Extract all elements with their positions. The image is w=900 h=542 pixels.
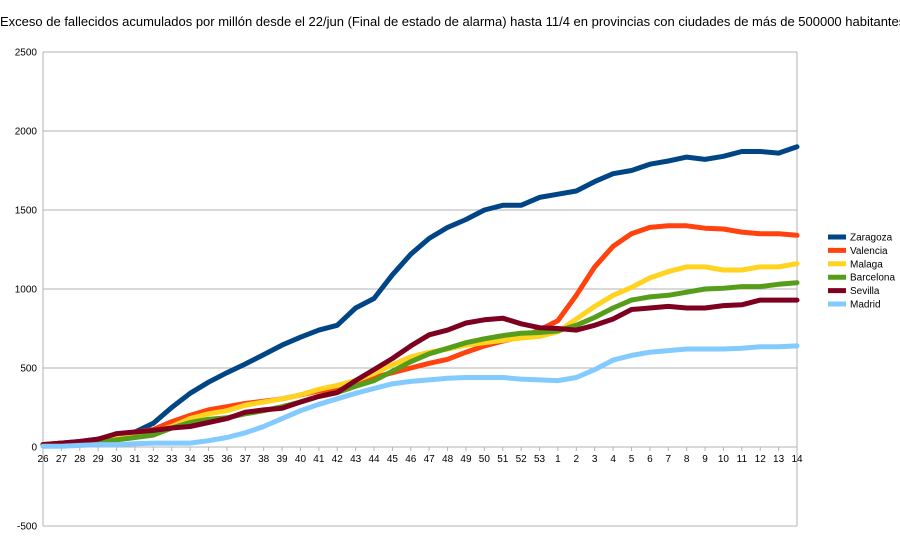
x-tick-label-4: 30 [111,454,123,465]
x-tick-label-32: 5 [629,454,635,465]
x-tick-label-14: 40 [295,454,307,465]
x-tick-label-28: 1 [555,454,561,465]
x-tick-label-8: 34 [185,454,197,465]
x-tick-label-27: 53 [534,454,546,465]
legend-label-sevilla: Sevilla [850,286,880,297]
x-tick-label-34: 7 [665,454,671,465]
x-tick-label-37: 10 [718,454,730,465]
x-tick-label-38: 11 [737,454,748,465]
x-tick-label-5: 31 [129,454,141,465]
x-tick-label-10: 36 [221,454,233,465]
x-tick-label-24: 50 [479,454,491,465]
y-tick-label--500: -500 [17,522,37,533]
y-tick-label-2500: 2500 [15,48,38,59]
x-tick-label-29: 2 [574,454,580,465]
x-tick-label-33: 6 [647,454,653,465]
legend-label-barcelona: Barcelona [850,273,895,284]
y-tick-label-2000: 2000 [15,127,38,138]
legend: Zaragoza Valencia Malaga Barcelona Sevilla Ma… [828,233,895,311]
x-tick-label-39: 12 [755,454,767,465]
x-tick-label-0: 26 [37,454,49,465]
x-tick-label-1: 27 [56,454,68,465]
x-tick-label-23: 49 [460,454,472,465]
x-tick-label-35: 8 [684,454,690,465]
x-tick-label-3: 29 [93,454,105,465]
x-tick-label-20: 46 [405,454,417,465]
x-tick-label-2: 28 [74,454,86,465]
x-tick-label-16: 42 [332,454,344,465]
x-tick-label-41: 14 [791,454,803,465]
x-tick-label-36: 9 [702,454,708,465]
x-tick-label-18: 44 [368,454,380,465]
x-tick-label-6: 32 [148,454,160,465]
x-tick-label-21: 47 [424,454,436,465]
legend-label-malaga: Malaga [850,259,883,270]
x-tick-label-11: 37 [240,454,252,465]
x-tick-label-7: 33 [166,454,178,465]
x-tick-label-17: 43 [350,454,362,465]
legend-label-zaragoza: Zaragoza [850,233,893,244]
series-layer [40,144,800,449]
series-line-sevilla [40,297,800,448]
legend-label-madrid: Madrid [850,300,881,311]
series-line-zaragoza [40,144,800,448]
series-line-valencia [40,223,800,448]
x-tick-label-30: 3 [592,454,598,465]
x-tick-label-26: 52 [516,454,528,465]
y-tick-label-0: 0 [31,443,37,454]
series-line-madrid [40,343,800,449]
x-tick-label-31: 4 [610,454,616,465]
x-tick-label-13: 39 [277,454,289,465]
legend-label-valencia: Valencia [850,246,888,257]
x-tick-label-15: 41 [313,454,325,465]
y-tick-label-1000: 1000 [15,285,38,296]
chart-title: Exceso de fallecidos acumulados por mill… [0,14,900,29]
x-tick-label-12: 38 [258,454,270,465]
y-tick-label-500: 500 [20,364,37,375]
x-tick-label-25: 51 [497,454,509,465]
x-tick-label-19: 45 [387,454,399,465]
x-tick-label-22: 48 [442,454,454,465]
x-tick-label-9: 35 [203,454,215,465]
y-tick-label-1500: 1500 [15,206,38,217]
x-tick-label-40: 13 [773,454,785,465]
